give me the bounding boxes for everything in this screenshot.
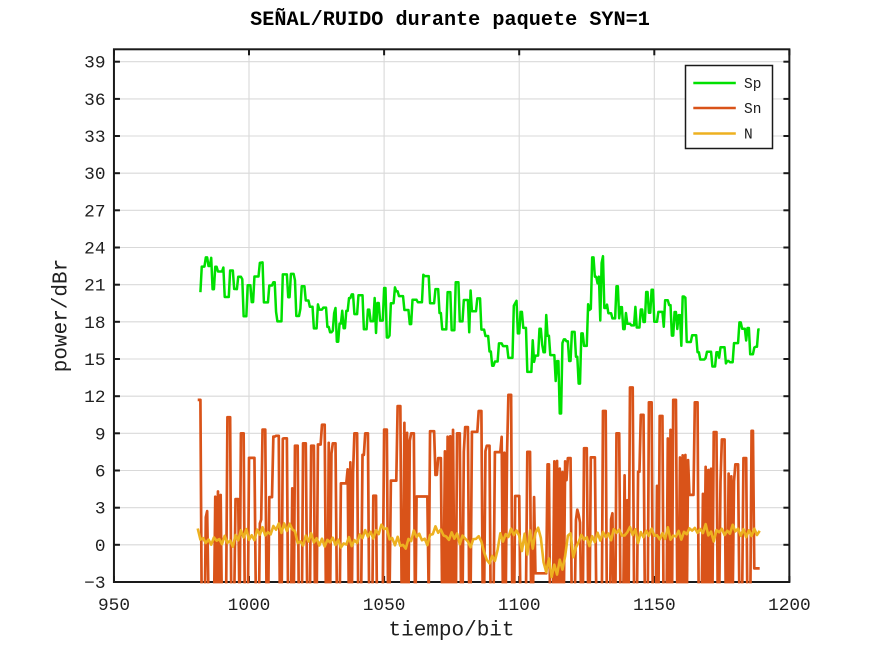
svg-text:1150: 1150 <box>633 596 676 616</box>
svg-text:9: 9 <box>95 425 106 445</box>
svg-text:30: 30 <box>84 165 105 185</box>
svg-text:1050: 1050 <box>363 596 406 616</box>
svg-text:Sn: Sn <box>744 102 761 118</box>
svg-text:6: 6 <box>95 463 106 483</box>
svg-text:36: 36 <box>84 91 105 111</box>
svg-text:21: 21 <box>84 277 105 297</box>
svg-text:power/dBr: power/dBr <box>51 259 74 372</box>
svg-text:N: N <box>744 128 753 144</box>
svg-text:−3: −3 <box>84 574 105 594</box>
svg-text:12: 12 <box>84 388 105 408</box>
svg-text:Sp: Sp <box>744 77 761 93</box>
svg-text:SEÑAL/RUIDO durante paquete SY: SEÑAL/RUIDO durante paquete SYN=1 <box>250 8 650 32</box>
svg-text:18: 18 <box>84 314 105 334</box>
svg-text:1200: 1200 <box>768 596 811 616</box>
svg-text:1100: 1100 <box>498 596 541 616</box>
svg-text:33: 33 <box>84 128 105 148</box>
svg-text:1000: 1000 <box>228 596 271 616</box>
svg-text:950: 950 <box>98 596 130 616</box>
svg-text:24: 24 <box>84 240 105 260</box>
svg-text:tiempo/bit: tiempo/bit <box>388 620 514 643</box>
svg-text:0: 0 <box>95 537 106 557</box>
svg-text:27: 27 <box>84 202 105 222</box>
svg-text:15: 15 <box>84 351 105 371</box>
svg-text:39: 39 <box>84 54 105 74</box>
svg-text:3: 3 <box>95 500 106 520</box>
